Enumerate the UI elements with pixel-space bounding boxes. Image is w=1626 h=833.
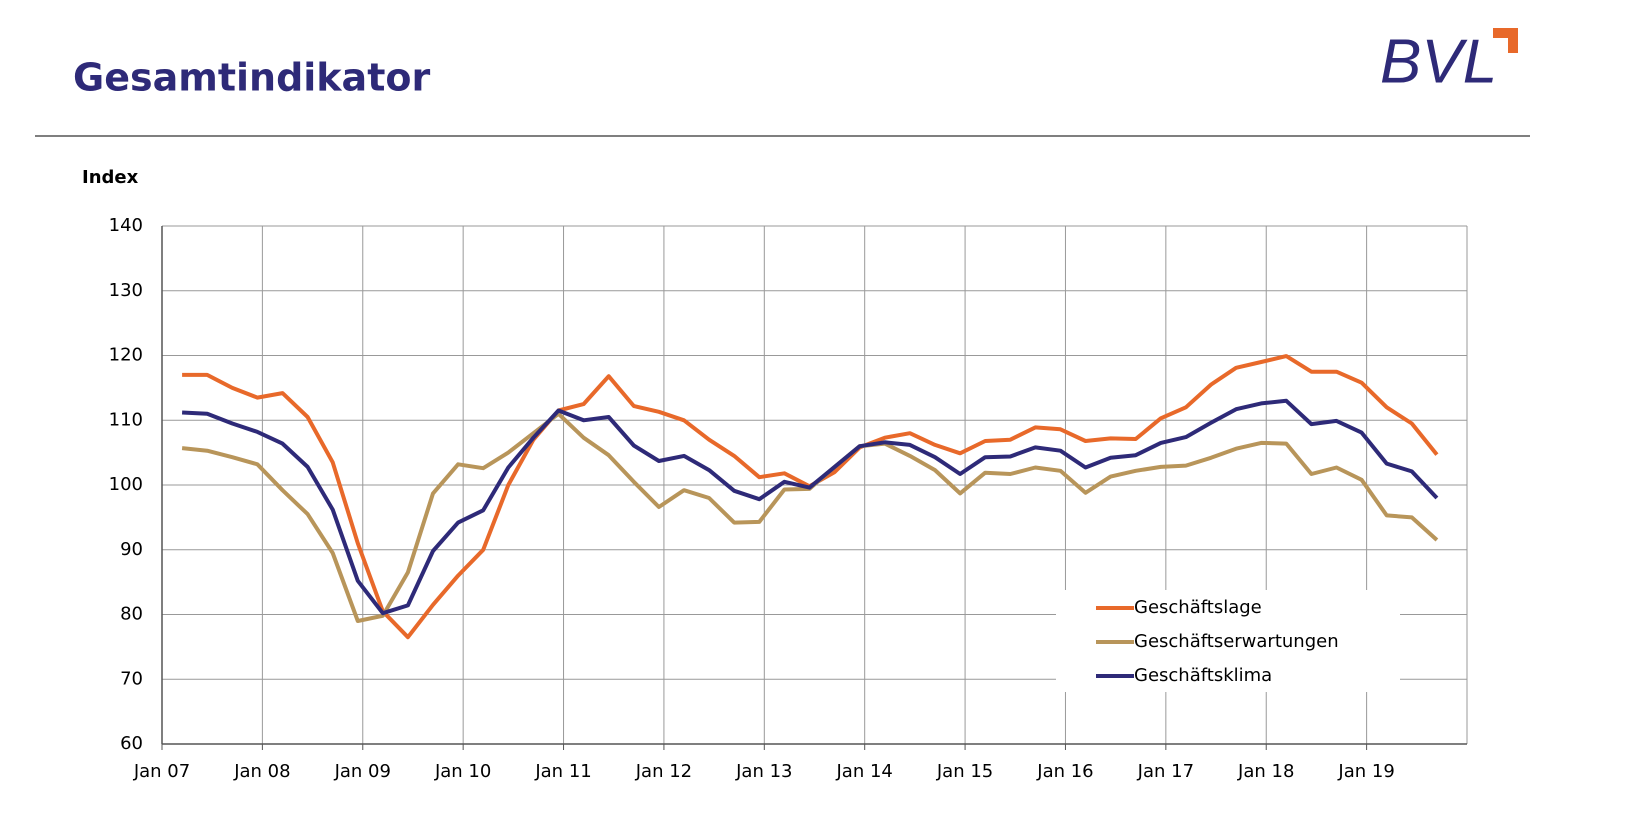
x-tick-label: Jan 15 (936, 761, 993, 782)
legend-label: Geschäftserwartungen (1134, 631, 1339, 652)
logo-mark (1493, 28, 1518, 53)
y-tick-label: 100 (109, 474, 143, 495)
series-line (181, 411, 1439, 623)
x-tick-label: Jan 10 (434, 761, 491, 782)
x-tick-label: Jan 16 (1036, 761, 1093, 782)
legend-label: Geschäftsklima (1134, 665, 1272, 686)
x-tick-label: Jan 11 (534, 761, 591, 782)
x-tick-label: Jan 07 (133, 761, 190, 782)
title: Gesamtindikator (73, 56, 430, 100)
x-tick-label: Jan 12 (635, 761, 692, 782)
x-tick-label: Jan 17 (1137, 761, 1194, 782)
y-tick-label: 130 (109, 280, 143, 301)
y-tick-label: 110 (109, 409, 143, 430)
y-tick-label: 120 (109, 345, 143, 366)
series-line (181, 398, 1439, 616)
y-tick-label: 70 (120, 668, 143, 689)
legend-label: Geschäftslage (1134, 597, 1262, 618)
x-tick-label: Jan 14 (836, 761, 893, 782)
x-tick-label: Jan 13 (735, 761, 792, 782)
y-tick-label: 80 (120, 604, 143, 625)
y-tick-label: 60 (120, 733, 143, 754)
y-axis-label: Index (82, 167, 139, 188)
x-tick-label: Jan 08 (233, 761, 290, 782)
x-tick-label: Jan 18 (1237, 761, 1294, 782)
x-tick-label: Jan 09 (334, 761, 391, 782)
x-tick-label: Jan 19 (1337, 761, 1394, 782)
logo: BVL (1380, 27, 1497, 96)
y-tick-label: 90 (120, 539, 143, 560)
y-tick-label: 140 (109, 215, 143, 236)
